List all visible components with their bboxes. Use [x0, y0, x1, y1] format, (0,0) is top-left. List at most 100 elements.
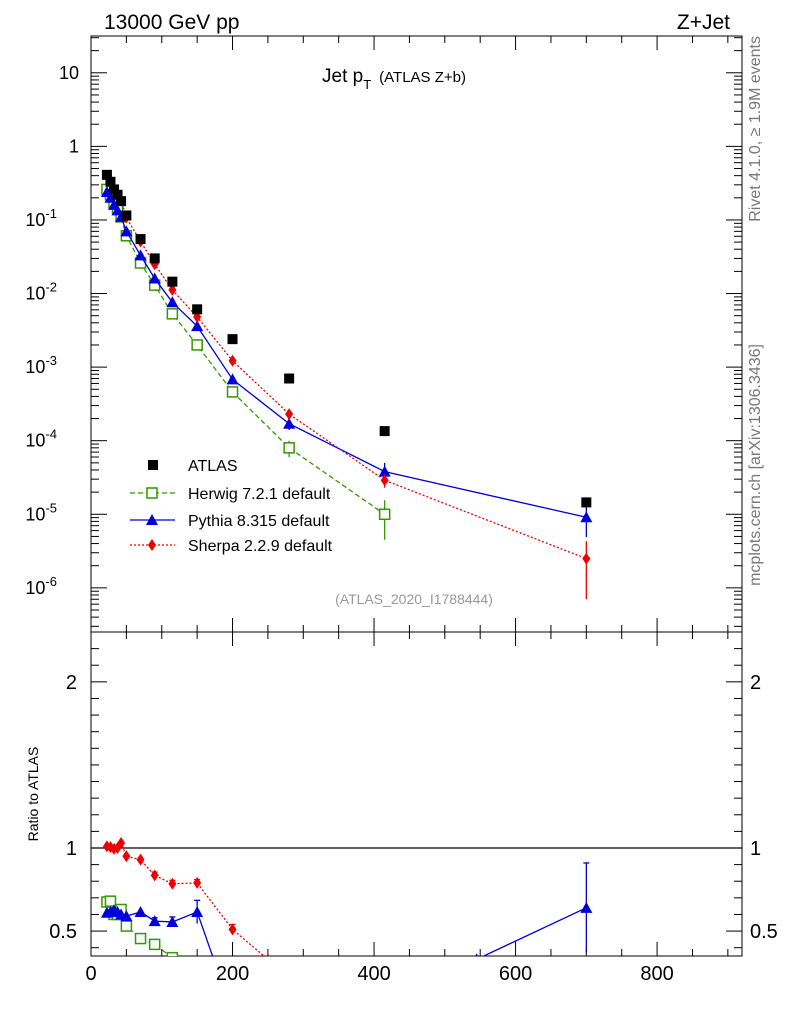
main-point-pythia	[580, 511, 593, 523]
main-point-pythia	[148, 272, 161, 284]
main-point-sherpa	[168, 283, 177, 296]
ratio-point-pythia	[134, 905, 147, 917]
main-point-pythia	[166, 296, 179, 308]
main-point-atlas	[108, 184, 119, 195]
legend-entry-pythia: Pythia 8.315 default	[130, 513, 330, 530]
ratio-ytick-label: 0.5	[49, 921, 77, 943]
main-point-atlas	[581, 497, 592, 508]
legend-label-atlas: ATLAS	[188, 458, 238, 475]
xtick-label: 800	[640, 963, 673, 985]
ratio-point-herwig	[148, 938, 161, 951]
legend-label-sherpa: Sherpa 2.2.9 default	[188, 538, 333, 555]
ratio-point-sherpa	[150, 869, 159, 882]
main-series	[100, 169, 593, 600]
ratio-point-sherpa	[228, 923, 237, 936]
main-axis: 10 1 10-1 10-2 10-3 10-4 10-5 10-6	[25, 37, 742, 627]
main-point-sherpa	[582, 552, 591, 565]
main-point-herwig	[191, 339, 203, 351]
main-point-pythia	[378, 465, 391, 477]
main-point-sherpa	[285, 408, 294, 421]
ratio-axis: 0.5 0.5 1 1 2 2	[49, 648, 778, 949]
header-right: Z+Jet	[677, 11, 730, 34]
ratio-point-herwig	[134, 932, 147, 945]
main-point-atlas	[116, 196, 127, 207]
main-point-atlas	[379, 426, 390, 437]
ratio-point-sherpa	[168, 877, 177, 890]
legend-entry-sherpa: Sherpa 2.2.9 default	[130, 538, 333, 555]
main-ytick-label: 10	[59, 63, 79, 83]
ratio-panel-frame	[90, 631, 743, 957]
legend-marker-herwig	[146, 487, 158, 499]
main-point-atlas	[149, 253, 160, 264]
main-point-herwig	[226, 386, 239, 398]
ratio-line-sherpa	[106, 841, 265, 956]
main-point-atlas	[105, 176, 116, 187]
ratio-ylabel: Ratio to ATLAS	[25, 747, 41, 842]
legend-label-pythia: Pythia 8.315 default	[188, 513, 330, 530]
ratio-series-clip	[100, 837, 593, 956]
ratio-ytick-label-right: 0.5	[750, 921, 778, 943]
xtick-label: 400	[357, 963, 390, 985]
main-point-atlas	[121, 210, 132, 221]
x-axis: 0 200 400 600 800	[85, 36, 729, 985]
main-point-atlas	[227, 334, 238, 345]
ratio-point-sherpa	[117, 837, 126, 850]
main-point-atlas	[112, 189, 123, 200]
main-point-pythia	[134, 249, 147, 261]
main-point-pythia	[120, 225, 133, 237]
main-ytick-label: 1	[69, 136, 79, 156]
main-ytick-label: 10-3	[25, 353, 57, 377]
main-point-herwig	[378, 508, 391, 521]
main-point-sherpa	[380, 474, 389, 487]
legend-marker-pythia	[146, 514, 158, 525]
main-point-atlas	[135, 234, 146, 245]
legend-entry-atlas: ATLAS	[148, 458, 238, 475]
chart-title: Jet pT (ATLAS Z+b)	[322, 66, 466, 92]
mcplots-label: mcplots.cern.ch [arXiv:1306.3436]	[747, 344, 764, 586]
main-point-herwig	[166, 308, 179, 320]
legend-marker-atlas	[148, 460, 158, 470]
main-point-atlas	[192, 304, 203, 315]
ratio-point-pythia	[191, 905, 204, 917]
main-point-atlas	[167, 276, 178, 287]
main-ytick-label: 10-2	[25, 280, 57, 304]
ratio-ytick-label: 1	[66, 838, 77, 860]
analysis-id: (ATLAS_2020_I1788444)	[335, 591, 493, 607]
ratio-ytick-label-right: 1	[750, 838, 761, 860]
main-ytick-label: 10-4	[25, 427, 57, 451]
main-line-pythia	[106, 191, 587, 518]
legend-marker-sherpa	[148, 539, 156, 551]
main-point-pythia	[191, 320, 204, 332]
xtick-label: 600	[499, 963, 532, 985]
ratio-point-pythia	[120, 910, 133, 922]
ratio-point-pythia	[475, 953, 479, 956]
rivet-label: Rivet 4.1.0, ≥ 1.9M events	[747, 36, 764, 222]
main-point-atlas	[284, 373, 295, 384]
legend-entry-herwig: Herwig 7.2.1 default	[130, 486, 331, 503]
main-point-herwig	[283, 442, 295, 454]
ratio-point-sherpa	[266, 953, 270, 956]
main-point-sherpa	[228, 354, 237, 367]
main-ytick-label: 10-5	[25, 500, 57, 524]
legend-label-herwig: Herwig 7.2.1 default	[188, 486, 331, 503]
ratio-point-sherpa	[193, 876, 202, 889]
ratio-point-pythia	[166, 915, 179, 927]
ratio-series	[100, 837, 593, 956]
ratio-point-pythia	[148, 915, 161, 927]
main-ytick-label: 10-6	[25, 574, 57, 598]
main-point-pythia	[226, 373, 239, 385]
ratio-ytick-label: 2	[66, 672, 77, 694]
ratio-point-sherpa	[122, 850, 131, 863]
main-series-clip	[100, 169, 593, 600]
xtick-label: 0	[85, 963, 96, 985]
main-ytick-label: 10-1	[25, 206, 57, 230]
ratio-point-herwig	[120, 920, 133, 932]
main-point-atlas	[101, 169, 112, 180]
main-point-pythia	[283, 417, 296, 429]
legend: ATLAS Herwig 7.2.1 default Pythia 8.315 …	[130, 458, 333, 555]
ratio-ytick-label-right: 2	[750, 672, 761, 694]
ratio-point-pythia	[580, 901, 593, 913]
ratio-point-sherpa	[136, 853, 145, 866]
header-left: 13000 GeV pp	[104, 11, 239, 34]
